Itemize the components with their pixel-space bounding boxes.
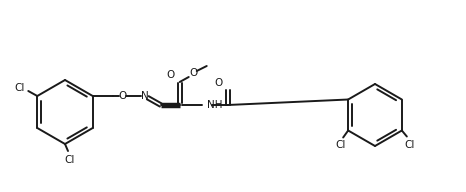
Text: O: O [166,70,175,80]
Text: NH: NH [207,100,222,110]
Text: Cl: Cl [335,140,345,150]
Text: Cl: Cl [65,155,75,165]
Text: Cl: Cl [14,83,25,93]
Text: N: N [141,91,149,101]
Text: O: O [190,68,198,78]
Text: O: O [214,78,223,88]
Text: Cl: Cl [404,140,415,150]
Text: O: O [118,91,127,101]
